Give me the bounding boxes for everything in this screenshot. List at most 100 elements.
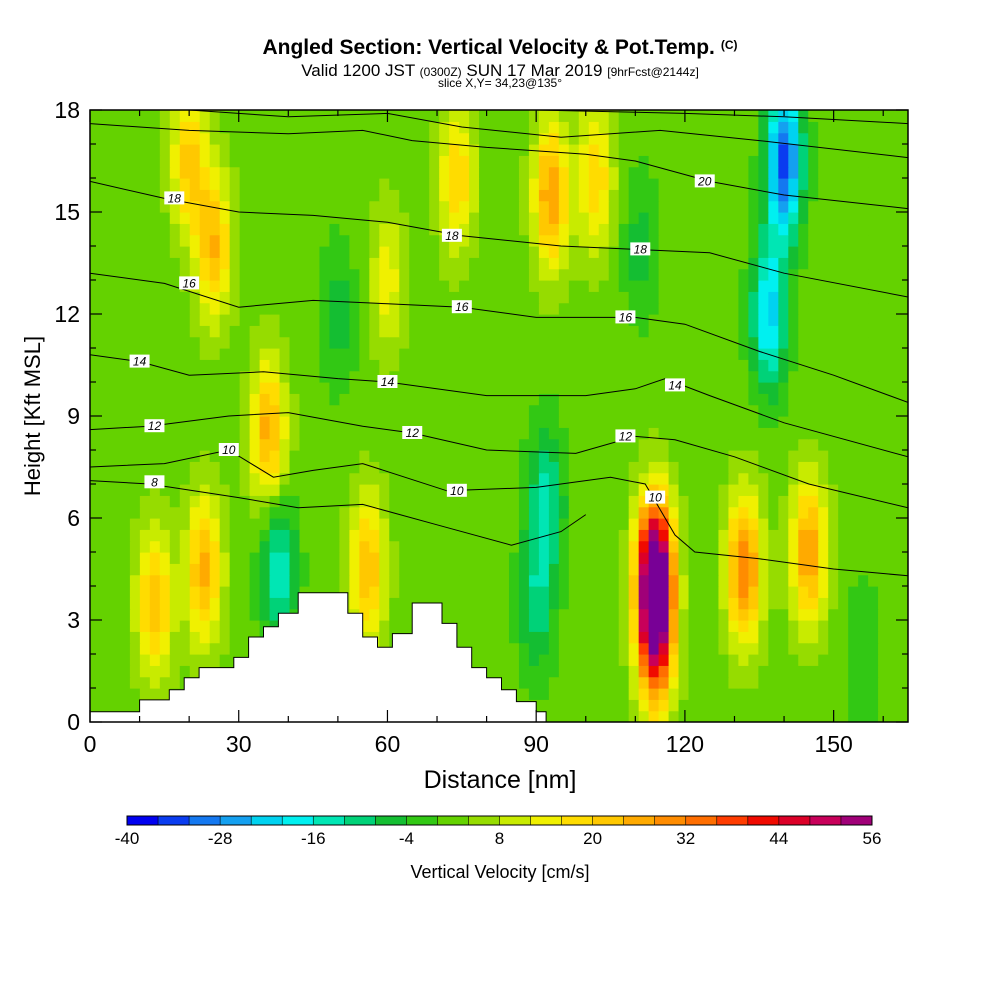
velocity-cell <box>469 461 480 474</box>
velocity-cell <box>339 268 350 281</box>
velocity-cell <box>219 110 231 122</box>
velocity-cell <box>319 132 331 145</box>
velocity-cell <box>479 212 490 224</box>
velocity-cell <box>349 280 360 292</box>
velocity-cell <box>289 144 301 156</box>
velocity-cell <box>828 257 839 270</box>
velocity-cell <box>269 563 281 576</box>
velocity-cell <box>419 495 430 508</box>
velocity-cell <box>99 461 111 474</box>
velocity-cell <box>399 552 410 564</box>
velocity-cell <box>508 393 520 406</box>
velocity-cell <box>90 336 101 349</box>
velocity-cell <box>269 257 281 270</box>
velocity-cell <box>868 427 879 440</box>
velocity-cell <box>878 461 889 474</box>
velocity-cell <box>528 257 540 270</box>
velocity-cell <box>818 325 829 338</box>
velocity-cell <box>518 642 530 655</box>
velocity-cell <box>299 223 311 236</box>
velocity-cell <box>499 620 510 632</box>
velocity-cell <box>678 155 690 168</box>
velocity-cell <box>489 574 500 587</box>
velocity-cell <box>678 302 690 315</box>
velocity-cell <box>169 427 181 440</box>
velocity-cell <box>818 676 829 689</box>
velocity-cell <box>379 427 390 440</box>
velocity-cell <box>309 132 321 145</box>
velocity-cell <box>379 359 390 372</box>
velocity-cell <box>548 518 560 530</box>
velocity-cell <box>219 382 231 394</box>
velocity-cell <box>538 359 550 372</box>
velocity-cell <box>688 506 700 519</box>
velocity-cell <box>389 110 400 122</box>
velocity-cell <box>229 155 241 168</box>
velocity-cell <box>289 223 301 236</box>
velocity-cell <box>518 268 530 281</box>
velocity-cell <box>568 427 580 440</box>
velocity-cell <box>638 597 650 610</box>
velocity-cell <box>109 654 121 666</box>
velocity-cell <box>419 359 430 372</box>
velocity-cell <box>898 200 908 213</box>
velocity-cell <box>728 665 740 678</box>
velocity-cell <box>878 359 889 372</box>
velocity-cell <box>648 699 660 712</box>
velocity-cell <box>319 427 331 440</box>
velocity-cell <box>658 699 670 712</box>
velocity-cell <box>628 586 640 598</box>
velocity-cell <box>409 121 420 134</box>
velocity-cell <box>189 325 201 338</box>
velocity-cell <box>648 597 660 610</box>
velocity-cell <box>109 166 121 179</box>
velocity-cell <box>169 291 181 304</box>
velocity-cell <box>588 608 600 621</box>
velocity-cell <box>848 302 859 315</box>
velocity-cell <box>738 178 749 190</box>
velocity-cell <box>718 699 730 712</box>
velocity-cell <box>898 495 908 508</box>
velocity-cell <box>828 189 839 202</box>
velocity-cell <box>309 472 321 485</box>
velocity-cell <box>808 529 819 542</box>
velocity-cell <box>449 529 460 542</box>
velocity-cell <box>249 223 261 236</box>
velocity-cell <box>798 166 809 179</box>
velocity-cell <box>169 110 181 122</box>
velocity-cell <box>429 257 440 270</box>
velocity-cell <box>409 563 420 576</box>
velocity-cell <box>169 506 181 519</box>
velocity-cell <box>399 110 410 122</box>
velocity-cell <box>698 144 710 156</box>
velocity-cell <box>189 438 201 451</box>
velocity-cell <box>758 336 769 349</box>
velocity-cell <box>479 518 490 530</box>
velocity-cell <box>748 268 759 281</box>
velocity-cell <box>628 529 640 542</box>
velocity-cell <box>528 314 540 326</box>
velocity-cell <box>748 336 759 349</box>
velocity-cell <box>469 404 480 417</box>
velocity-cell <box>838 223 849 236</box>
velocity-cell <box>229 586 241 598</box>
velocity-cell <box>668 506 680 519</box>
velocity-cell <box>728 393 740 406</box>
velocity-cell <box>459 212 470 224</box>
velocity-cell <box>688 212 700 224</box>
velocity-cell <box>399 189 410 202</box>
velocity-cell <box>109 472 121 485</box>
velocity-cell <box>179 654 191 666</box>
velocity-cell <box>758 552 769 564</box>
velocity-cell <box>359 246 370 258</box>
velocity-cell <box>129 314 141 326</box>
velocity-cell <box>618 155 630 168</box>
velocity-cell <box>349 291 360 304</box>
velocity-cell <box>269 348 281 360</box>
velocity-cell <box>369 450 380 462</box>
velocity-cell <box>139 166 151 179</box>
velocity-cell <box>299 359 311 372</box>
velocity-cell <box>159 676 171 689</box>
velocity-cell <box>698 699 710 712</box>
velocity-cell <box>728 110 740 122</box>
